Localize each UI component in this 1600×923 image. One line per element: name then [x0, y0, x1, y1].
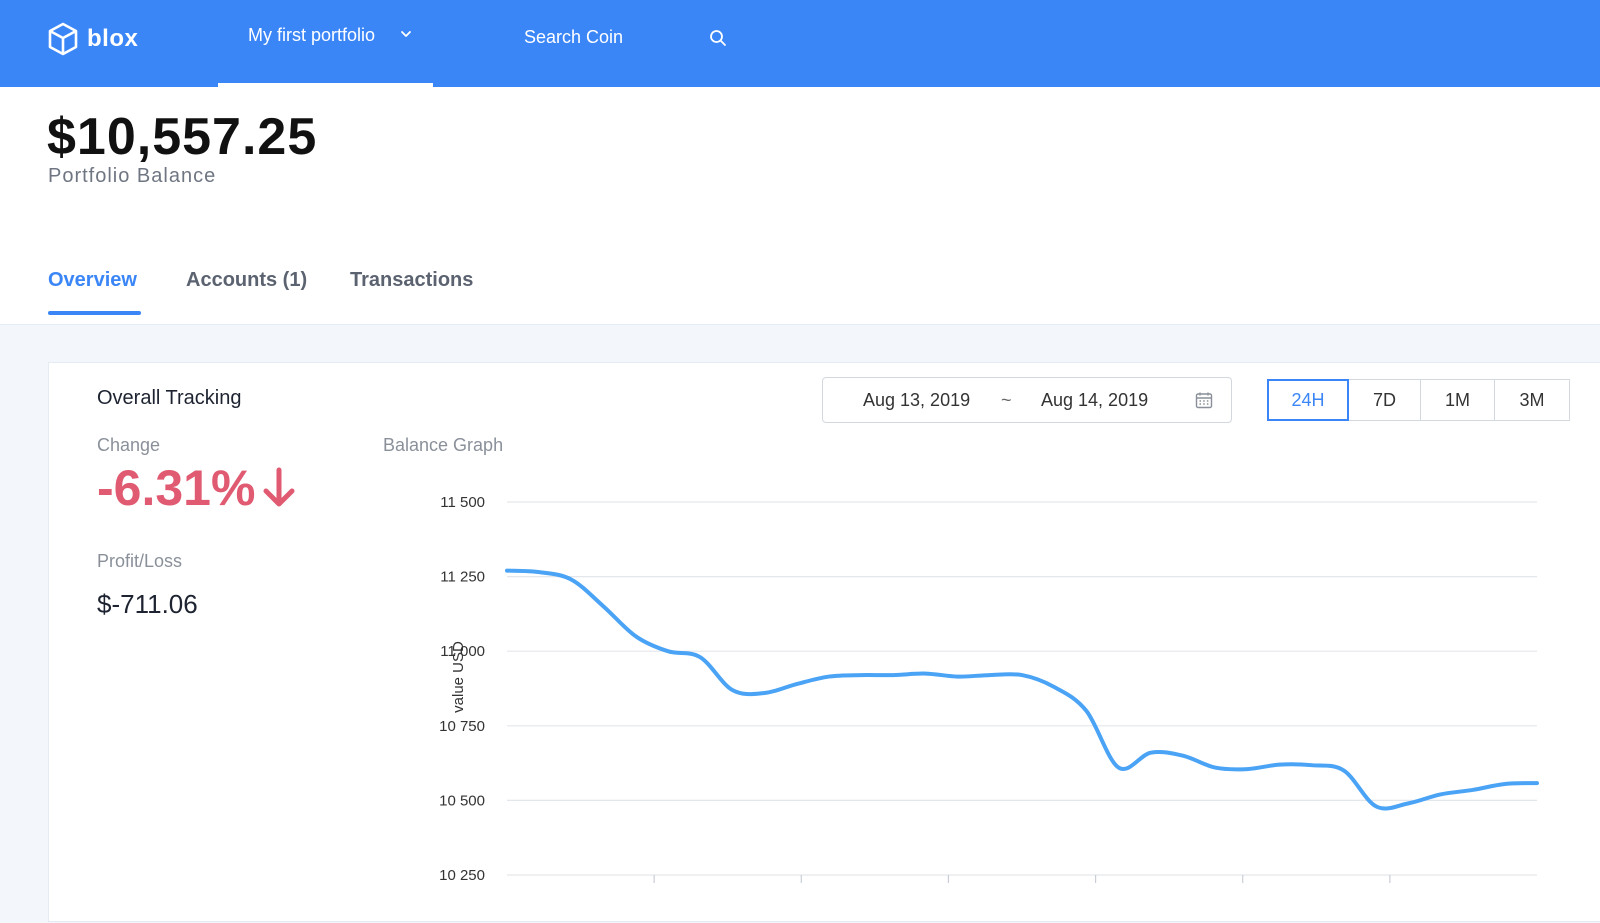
date-range-to[interactable]: Aug 14, 2019 [1041, 390, 1149, 410]
balance-line-chart: value USD 11 500 11 250 11 000 10 750 10 500… [389, 483, 1600, 923]
overall-tracking-card: Overall Tracking Change -6.31% Profit/Lo… [48, 362, 1600, 922]
arrow-down-icon [263, 467, 295, 507]
chart-grid [507, 501, 1537, 876]
date-range-from[interactable]: Aug 13, 2019 [863, 390, 971, 410]
date-range-picker[interactable]: Aug 13, 2019 ~ Aug 14, 2019 [822, 377, 1232, 423]
x-axis-ticks [653, 875, 1391, 883]
chevron-down-icon [401, 31, 411, 37]
top-nav-bar: blox My first portfolio Search Coin [0, 0, 1600, 87]
series-line [505, 568, 1539, 811]
logo-text: blox [87, 25, 139, 52]
app-logo[interactable]: blox [47, 22, 138, 56]
change-label: Change [97, 435, 161, 455]
balance-graph-label: Balance Graph [383, 435, 504, 455]
portfolio-dropdown[interactable]: My first portfolio [218, 0, 433, 87]
range-button-24h[interactable]: 24H [1267, 379, 1349, 421]
tab-overview[interactable]: Overview [48, 269, 137, 291]
y-tick-label: 10 250 [439, 867, 485, 884]
active-nav-underline [218, 83, 433, 87]
balance-chart-svg: value USD 11 500 11 250 11 000 10 750 10 500… [439, 494, 1539, 884]
profit-loss-value: $-711.06 [97, 589, 198, 619]
y-tick-label: 11 250 [440, 569, 485, 586]
search-icon[interactable] [709, 29, 727, 47]
search-coin[interactable]: Search Coin [524, 25, 744, 53]
tab-active-underline [48, 311, 141, 315]
card-title: Overall Tracking [97, 387, 242, 409]
tab-transactions[interactable]: Transactions [350, 269, 474, 291]
change-percent: -6.31% [97, 460, 256, 516]
tab-accounts[interactable]: Accounts (1) [186, 269, 308, 291]
cube-icon [48, 22, 78, 56]
portfolio-balance-label: Portfolio Balance [48, 165, 217, 187]
y-axis-title: value USD [450, 641, 467, 713]
calendar-icon[interactable] [1195, 391, 1213, 409]
profit-loss-label: Profit/Loss [97, 551, 183, 571]
y-axis-ticks: 11 500 11 250 11 000 10 750 10 500 10 250 [439, 494, 485, 884]
portfolio-balance-value: $10,557.25 [47, 108, 318, 166]
range-button-3m[interactable]: 3M [1494, 379, 1570, 421]
time-range-selector: 24H 7D 1M 3M [1267, 379, 1570, 421]
range-button-1m[interactable]: 1M [1420, 379, 1495, 421]
y-tick-label: 11 000 [440, 643, 485, 660]
y-tick-label: 11 500 [440, 494, 485, 511]
range-button-7d[interactable]: 7D [1348, 379, 1421, 421]
portfolio-header: $10,557.25 Portfolio Balance Overview Ac… [0, 87, 1600, 325]
portfolio-dropdown-label: My first portfolio [248, 25, 376, 45]
y-tick-label: 10 500 [439, 792, 485, 809]
date-range-separator: ~ [1001, 390, 1012, 410]
search-coin-label: Search Coin [524, 27, 624, 47]
y-tick-label: 10 750 [439, 718, 485, 735]
change-value: -6.31% [97, 459, 297, 517]
